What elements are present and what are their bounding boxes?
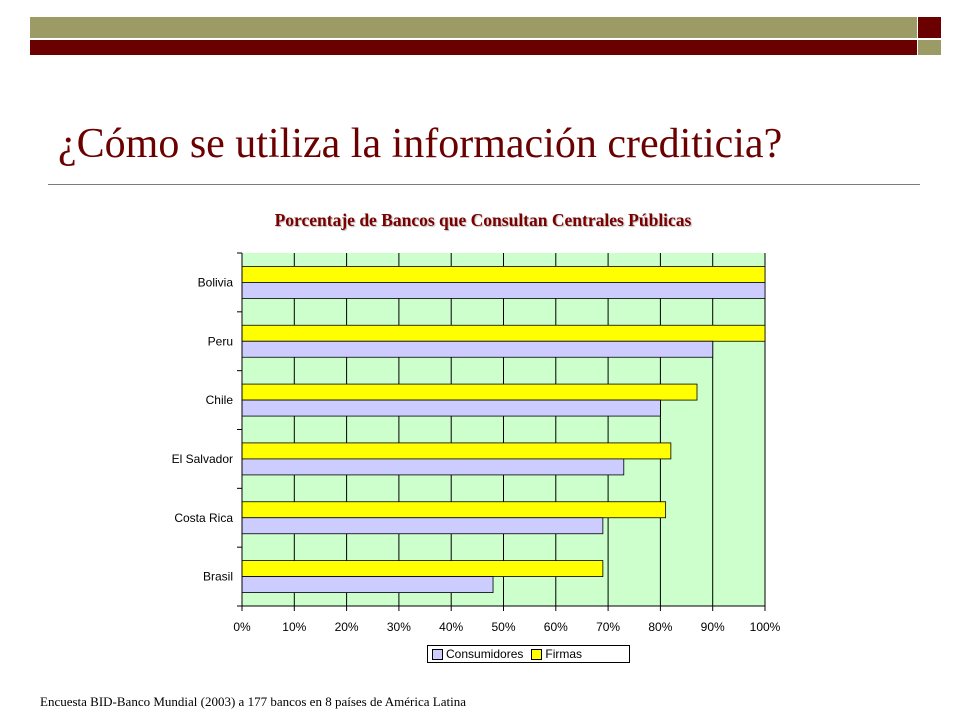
header-square-dark: [918, 17, 941, 38]
bar-firmas: [241, 324, 766, 342]
x-tick-label: 80%: [648, 620, 672, 634]
bar-firmas: [241, 383, 698, 401]
legend-label-consumidores: Consumidores: [446, 647, 524, 661]
bar-firmas: [241, 442, 672, 460]
x-tick-label: 90%: [701, 620, 725, 634]
header-square-olive: [918, 40, 941, 55]
bar-consumidores: [241, 399, 661, 417]
category-label: Costa Rica: [174, 511, 233, 525]
x-tick-label: 30%: [387, 620, 411, 634]
legend-item-firmas: Firmas: [531, 647, 582, 661]
category-label: El Salvador: [172, 452, 233, 466]
category-label: Brasil: [203, 570, 233, 584]
header-band-dark: [30, 40, 917, 55]
bar-firmas: [241, 266, 766, 283]
slide-title: ¿Cómo se utiliza la información creditic…: [58, 121, 783, 167]
bar-consumidores: [241, 340, 714, 358]
bar-firmas: [241, 560, 604, 577]
title-divider: [48, 184, 920, 185]
bar-consumidores: [241, 282, 766, 299]
header-band-olive: [30, 17, 917, 38]
x-tick-label: 0%: [233, 620, 251, 634]
legend-item-consumidores: Consumidores: [432, 647, 523, 661]
x-tick-label: 20%: [335, 620, 359, 634]
bar-firmas: [241, 501, 667, 519]
bar-consumidores: [241, 517, 604, 535]
bar-consumidores: [241, 576, 494, 593]
x-tick-label: 100%: [750, 620, 781, 634]
legend-swatch-firmas: [531, 648, 543, 660]
chart-legend: Consumidores Firmas: [427, 645, 630, 663]
footnote: Encuesta BID-Banco Mundial (2003) a 177 …: [40, 694, 466, 709]
x-tick-label: 70%: [596, 620, 620, 634]
category-label: Peru: [208, 334, 233, 348]
category-label: Chile: [206, 393, 234, 407]
chart-title: Porcentaje de Bancos que Consultan Centr…: [274, 210, 692, 230]
category-label: Bolivia: [198, 275, 234, 289]
bar-consumidores: [241, 458, 625, 476]
legend-label-firmas: Firmas: [545, 647, 583, 661]
x-tick-label: 10%: [282, 620, 306, 634]
x-tick-label: 50%: [491, 620, 515, 634]
legend-swatch-consumidores: [432, 648, 443, 660]
x-tick-label: 40%: [439, 620, 463, 634]
x-tick-label: 60%: [544, 620, 568, 634]
